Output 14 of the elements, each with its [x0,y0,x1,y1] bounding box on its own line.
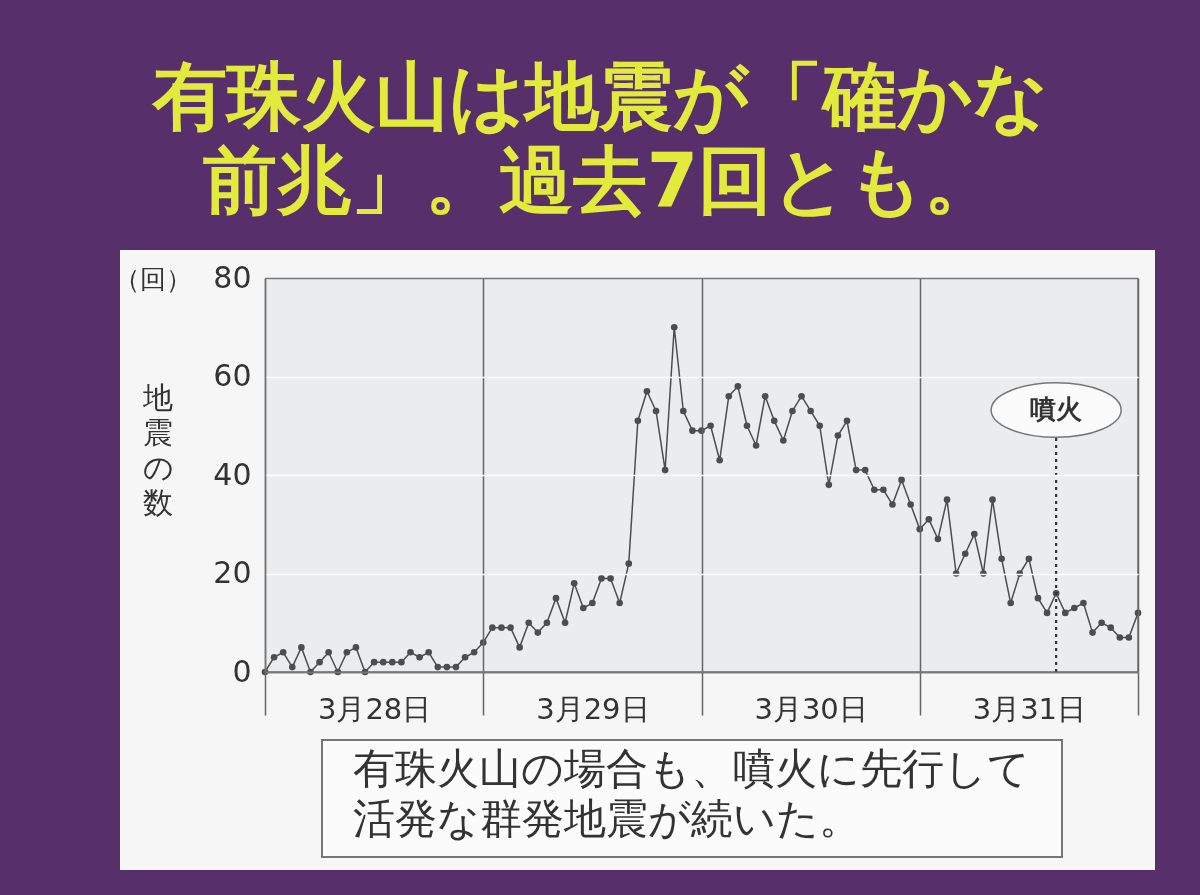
y-tick-label: 80 [213,259,252,295]
ref-line-label: 噴火 [1030,394,1084,424]
chart-title: 有珠火山は地震が「確かな前兆」。過去7回とも。 [150,53,1049,223]
x-tick-label: 3月31日 [972,691,1087,726]
x-tick-label: 3月30日 [754,691,868,726]
y-tick-label: 20 [213,555,252,590]
y-tick-label: 40 [213,456,252,492]
text: 有珠火山の場合も、噴火に先行して活発な群発地震が続いた。 [353,744,1030,843]
x-tick-label: 3月29日 [536,691,650,726]
text: （回） [114,264,192,294]
y-tick-label: 60 [213,358,252,393]
y-axis-title: 地震の数 [142,380,174,520]
x-tick-label: 3月28日 [317,691,432,726]
y-tick-label: 0 [232,653,252,689]
